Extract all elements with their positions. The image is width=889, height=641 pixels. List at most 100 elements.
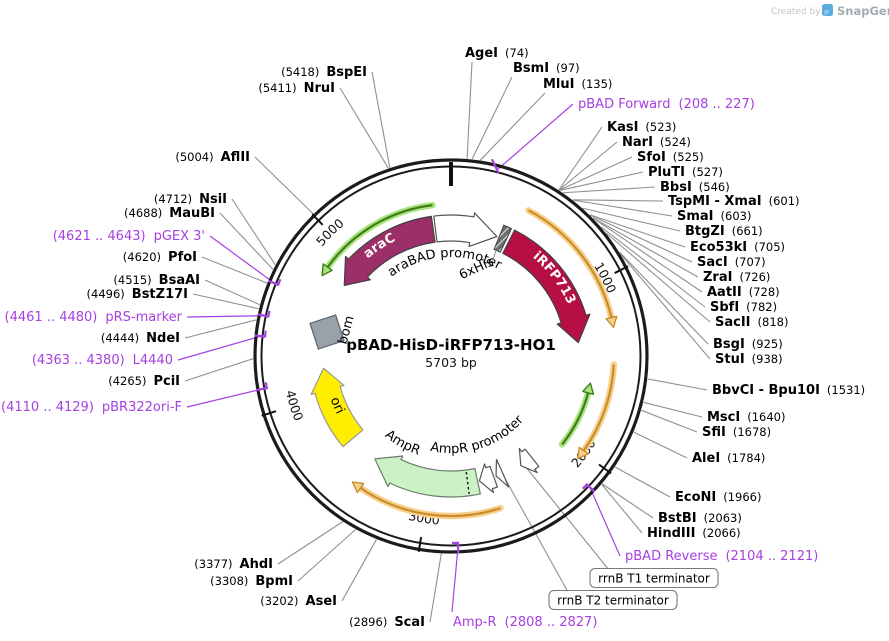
primer-label-pbad-forward[interactable]: pBAD Forward (208 .. 227)	[578, 97, 755, 112]
site-label-sbfi[interactable]: SbfI (782)	[710, 300, 777, 315]
orf-arc-green-3[interactable]	[558, 382, 595, 448]
site-label-agei[interactable]: AgeI (74)	[465, 46, 529, 61]
site-label-zrai[interactable]: ZraI (726)	[703, 270, 770, 285]
site-label-sfii[interactable]: SfiI (1678)	[702, 425, 771, 440]
site-label-maubi[interactable]: (4688) MauBI	[124, 206, 215, 221]
site-label-sacii[interactable]: SacII (818)	[715, 315, 788, 330]
site-label-stui[interactable]: StuI (938)	[715, 352, 783, 367]
site-label-alei[interactable]: AleI (1784)	[692, 451, 765, 466]
bp-tick-4000	[261, 410, 277, 417]
site-label-bsmi[interactable]: BsmI (97)	[513, 61, 580, 76]
primer-label-pgex-3[interactable]: (4621 .. 4643) pGEX 3'	[53, 229, 205, 244]
site-label-scai[interactable]: (2896) ScaI	[349, 615, 425, 630]
label-box	[589, 567, 719, 589]
feature-shape-6xhis[interactable]	[493, 224, 513, 253]
feature-shape-ampr[interactable]	[374, 455, 481, 498]
feature-shape-bom[interactable]	[309, 314, 345, 350]
site-label-aflii[interactable]: (5004) AflII	[175, 150, 250, 165]
primer-label-amp-r[interactable]: Amp-R (2808 .. 2827)	[453, 615, 597, 630]
leader-line-bsaai	[204, 279, 260, 306]
leader-line-smai	[572, 199, 673, 217]
feature-bom[interactable]: bom	[309, 314, 358, 350]
site-label-nsii[interactable]: (4712) NsiI	[154, 192, 227, 207]
site-label-nari[interactable]: NarI (524)	[622, 135, 691, 150]
site-label-bsaai[interactable]: (4515) BsaAI	[113, 273, 200, 288]
site-label-kasi[interactable]: KasI (523)	[607, 120, 676, 135]
site-label-bstbi[interactable]: BstBI (2063)	[658, 511, 742, 526]
terminator-label-box-rrnb-t1-terminator[interactable]: rrnB T1 terminator	[589, 567, 719, 589]
site-label-pcii[interactable]: (4265) PciI	[108, 374, 180, 389]
feature-shape-ampr-promoter[interactable]	[478, 463, 498, 494]
site-label-aatii[interactable]: AatII (728)	[707, 285, 780, 300]
primer-mark-pbad-reverse[interactable]	[582, 482, 596, 493]
orf-arc-orange-4[interactable]	[351, 481, 504, 520]
primer-mark-pgex-3[interactable]	[267, 278, 282, 287]
leader-line-6xhis	[491, 249, 497, 264]
leader-line-prs-marker	[186, 315, 265, 318]
leader-line-kasi	[558, 126, 603, 191]
leader-line-asei	[341, 539, 377, 602]
site-label-bbsi[interactable]: BbsI (546)	[660, 180, 730, 195]
primer-label-pbad-reverse[interactable]: pBAD Reverse (2104 .. 2121)	[625, 549, 818, 564]
leader-line-econi	[614, 466, 671, 498]
feature-rrnb-t1-arrow[interactable]	[518, 447, 540, 474]
site-label-ndei[interactable]: (4444) NdeI	[101, 331, 180, 346]
feature-shape-rrnb-t2-arrow[interactable]	[495, 458, 510, 488]
site-label-asei[interactable]: (3202) AseI	[260, 594, 337, 609]
leader-line-bstz17i	[192, 293, 259, 310]
site-label-eco53ki[interactable]: Eco53kI (705)	[690, 240, 785, 255]
orf-arrowhead	[582, 382, 595, 395]
site-label-mlui[interactable]: MluI (135)	[543, 77, 612, 92]
feature-shape-irfp713[interactable]	[502, 229, 591, 344]
primer-mark-pbad-forward[interactable]	[490, 158, 500, 174]
site-label-bpmi[interactable]: (3308) BpmI	[210, 574, 293, 589]
leader-line-bstbi	[601, 483, 654, 519]
feature-arac[interactable]: araC	[343, 215, 436, 286]
terminator-label-box-rrnb-t2-terminator[interactable]: rrnB T2 terminator	[548, 589, 678, 611]
primer-label-pbr322ori-f[interactable]: (4110 .. 4129) pBR322ori-F	[1, 400, 182, 415]
feature-rrnb-t2-arrow[interactable]	[495, 458, 510, 488]
leader-line-agei	[466, 61, 473, 159]
site-label-bspei[interactable]: (5418) BspEI	[281, 65, 367, 80]
primer-mark-l4440[interactable]	[254, 330, 267, 338]
site-label-bbvci-bpu10i[interactable]: BbvCI - Bpu10I (1531)	[712, 383, 865, 398]
leader-line-l4440	[177, 335, 262, 361]
orf-arc-core	[359, 487, 501, 518]
leader-line-scai	[429, 553, 442, 623]
feature-shape-arac[interactable]	[343, 215, 436, 286]
feature-ori[interactable]: ori	[310, 367, 364, 448]
primer-label-prs-marker[interactable]: (4461 .. 4480) pRS-marker	[5, 310, 183, 325]
primer-mark-amp-r[interactable]	[452, 541, 460, 554]
site-label-bstz17i[interactable]: (4496) BstZ17I	[87, 287, 188, 302]
site-label-saci[interactable]: SacI (707)	[697, 255, 766, 270]
site-label-msci[interactable]: MscI (1640)	[707, 410, 785, 425]
leader-line-tspmi-xmai	[572, 199, 664, 202]
orf-arc-orange-2[interactable]	[576, 361, 618, 460]
site-label-btgzi[interactable]: BtgZI (661)	[685, 224, 763, 239]
feature-shape-arabad-promoter[interactable]	[433, 212, 498, 248]
leader-line-bsmi	[471, 76, 513, 160]
primer-mark-prs-marker[interactable]	[257, 310, 271, 318]
leader-line-stui	[620, 254, 711, 360]
site-label-econi[interactable]: EcoNI (1966)	[675, 490, 761, 505]
site-label-tspmi-xmai[interactable]: TspMI - XmaI (601)	[668, 194, 800, 209]
site-label-sfoi[interactable]: SfoI (525)	[637, 150, 704, 165]
primer-label-l4440[interactable]: (4363 .. 4380) L4440	[32, 353, 173, 368]
orf-arc-green-0[interactable]	[321, 201, 436, 277]
label-box-text: rrnB T2 terminator	[557, 594, 669, 608]
site-label-ahdi[interactable]: (3377) AhdI	[194, 557, 273, 572]
site-label-smai[interactable]: SmaI (603)	[677, 209, 751, 224]
site-label-nrui[interactable]: (5411) NruI	[258, 81, 335, 96]
site-label-bsgi[interactable]: BsgI (925)	[713, 337, 783, 352]
site-label-hindiii[interactable]: HindIII (2066)	[647, 526, 741, 541]
primer-mark-pbr322ori-f[interactable]	[256, 382, 269, 392]
orf-arc-orange-1[interactable]	[525, 207, 618, 329]
leader-line-bpmi	[297, 529, 356, 582]
feature-shape-rrnb-t1-arrow[interactable]	[518, 447, 540, 474]
site-label-pluti[interactable]: PluTI (527)	[648, 165, 723, 180]
feature-shape-ori[interactable]	[310, 367, 364, 448]
site-label-pfoi[interactable]: (4620) PfoI	[123, 250, 197, 265]
leader-line-sfii	[641, 409, 698, 433]
leader-line-pbad-reverse	[589, 486, 621, 557]
